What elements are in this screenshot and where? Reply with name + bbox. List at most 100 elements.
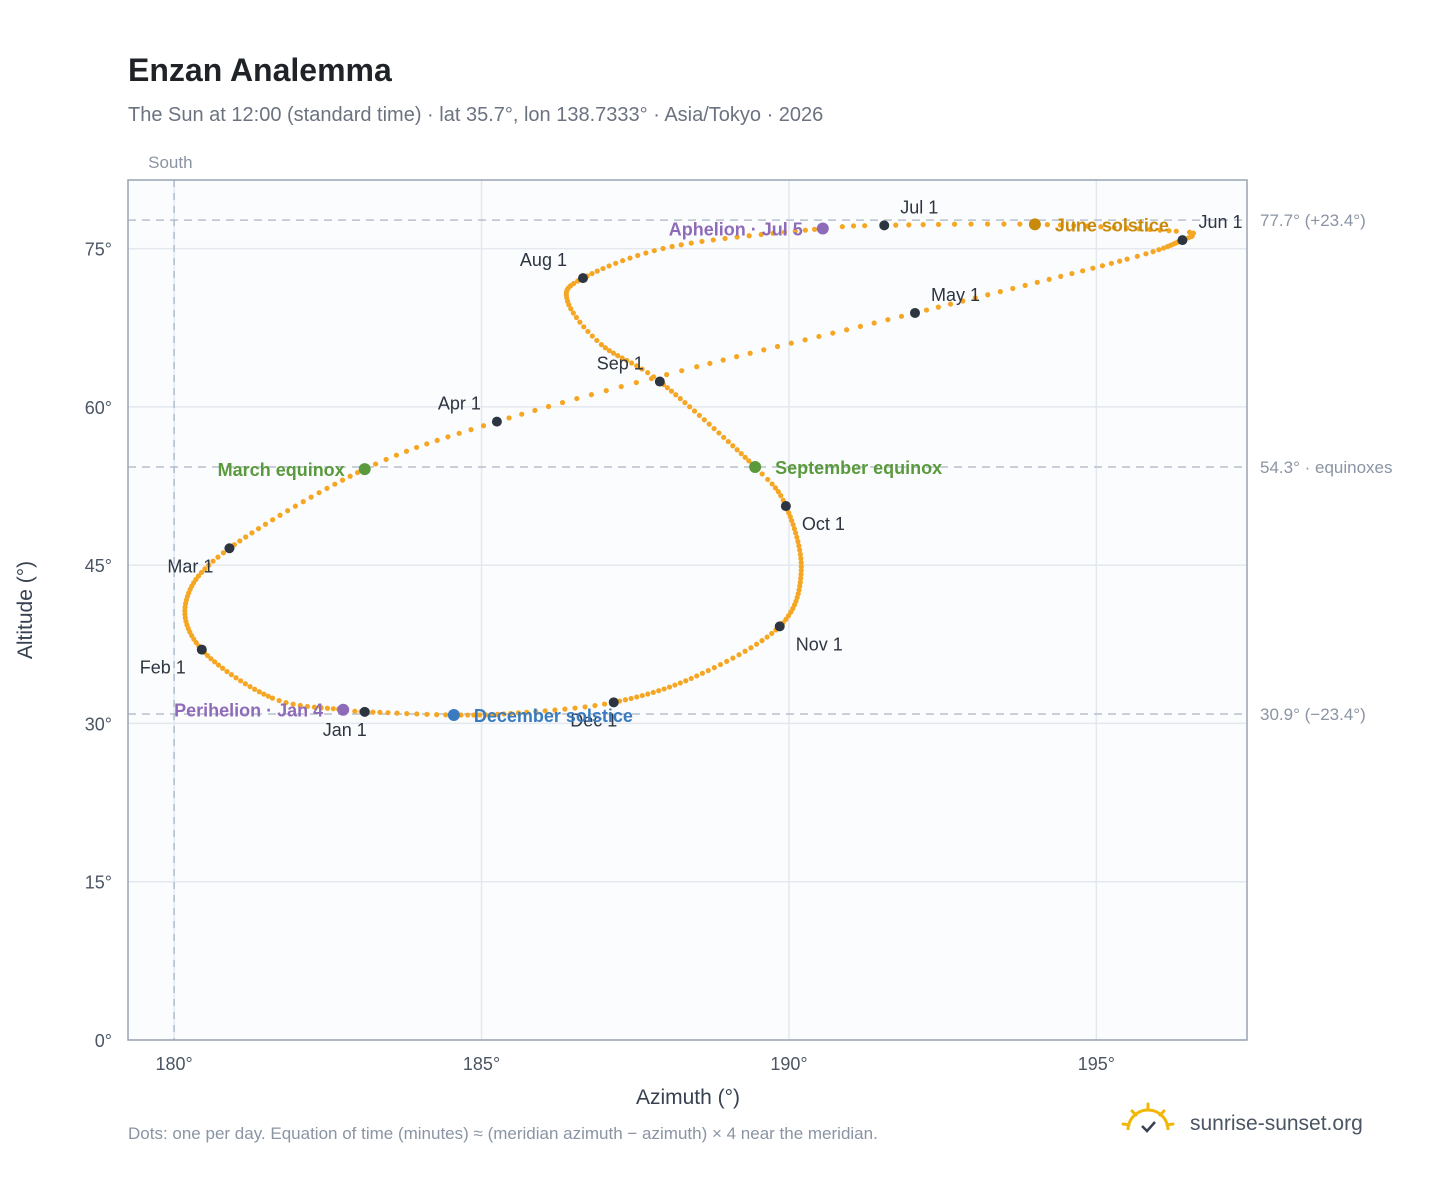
- daily-dot: [629, 360, 635, 366]
- daily-dot: [252, 686, 258, 692]
- daily-dot: [764, 634, 770, 640]
- x-tick-label: 195°: [1078, 1054, 1115, 1074]
- daily-dot: [285, 508, 291, 514]
- daily-dot: [330, 706, 336, 712]
- daily-dot: [678, 242, 684, 248]
- daily-dot: [793, 530, 799, 536]
- daily-dot: [798, 567, 804, 574]
- daily-dot: [792, 228, 798, 234]
- daily-dot: [668, 388, 675, 394]
- daily-dot: [635, 252, 641, 259]
- month-marker-label: Dec 1: [570, 710, 617, 730]
- daily-dot: [645, 370, 651, 376]
- sun-check-icon: [1121, 1102, 1175, 1133]
- daily-dot: [711, 665, 717, 671]
- daily-dot: [228, 672, 235, 678]
- daily-dot: [577, 319, 583, 325]
- daily-dot: [679, 368, 685, 374]
- daily-dot: [1108, 260, 1115, 266]
- daily-dot: [812, 226, 818, 232]
- daily-dot: [618, 383, 624, 390]
- daily-dot: [711, 425, 717, 432]
- daily-dot: [589, 333, 595, 339]
- daily-dot: [542, 708, 548, 714]
- event-markers: March equinox September equinox June solst…: [174, 215, 1169, 726]
- daily-dot: [276, 697, 282, 704]
- brand-name: sunrise-sunset.org: [1190, 1112, 1363, 1135]
- daily-dot: [1150, 249, 1156, 255]
- daily-dot: [769, 630, 775, 637]
- daily-dot: [393, 452, 399, 458]
- daily-dot: [742, 454, 748, 460]
- daily-dot: [778, 493, 784, 499]
- daily-dot: [249, 530, 255, 536]
- daily-dot: [797, 579, 803, 585]
- daily-dot: [385, 710, 391, 716]
- daily-dot: [1010, 285, 1016, 292]
- daily-dot: [696, 412, 702, 418]
- month-marker-dot: [491, 416, 502, 427]
- x-axis-label: Azimuth (°): [636, 1086, 740, 1109]
- daily-dot: [233, 675, 239, 681]
- month-marker-dot: [359, 706, 370, 717]
- month-marker-label: Aug 1: [520, 250, 567, 270]
- daily-dot: [885, 317, 891, 323]
- daily-dot: [660, 245, 666, 252]
- daily-dot: [871, 320, 877, 326]
- daily-dot: [582, 704, 588, 710]
- daily-dot: [705, 667, 711, 674]
- daily-dot: [985, 292, 991, 298]
- daily-dot: [775, 489, 781, 495]
- daily-dot: [1090, 265, 1096, 271]
- daily-dot: [594, 337, 600, 344]
- daily-dot: [1034, 279, 1040, 285]
- daily-dot: [477, 712, 483, 718]
- daily-dot: [746, 233, 752, 239]
- daily-dot: [458, 712, 464, 718]
- month-marker-label: Jun 1: [1198, 212, 1242, 232]
- page-subtitle: The Sun at 12:00 (standard time) · lat 3…: [128, 104, 824, 126]
- daily-dot: [532, 407, 538, 413]
- daily-dot: [1044, 222, 1050, 228]
- daily-dot: [748, 645, 754, 651]
- daily-dot: [332, 481, 338, 487]
- daily-dot: [802, 227, 808, 233]
- daily-dot: [733, 354, 740, 360]
- daily-dot: [765, 476, 771, 483]
- daily-dot: [552, 707, 558, 713]
- month-marker-dot: [879, 220, 890, 231]
- daily-dot: [664, 385, 670, 391]
- daily-dot: [316, 490, 322, 496]
- daily-dot: [898, 313, 905, 319]
- daily-dot: [688, 240, 694, 246]
- daily-dot: [202, 566, 208, 572]
- daily-dot: [1001, 221, 1007, 227]
- daily-dot: [1173, 228, 1179, 234]
- meridian-label: South: [148, 153, 192, 172]
- daily-dot: [839, 224, 845, 230]
- brand-logo[interactable]: sunrise-sunset.org: [1120, 1102, 1400, 1142]
- event-marker-label: Aphelion · Jul 5: [669, 220, 803, 240]
- event-marker-label: March equinox: [218, 460, 345, 480]
- daily-dot: [724, 658, 730, 664]
- daily-dot: [311, 704, 317, 710]
- daily-dot: [730, 655, 736, 661]
- daily-dot: [568, 306, 574, 312]
- daily-dot: [573, 314, 580, 321]
- daily-dot: [255, 525, 262, 532]
- daily-dot: [816, 333, 822, 340]
- daily-dot: [694, 673, 700, 679]
- daily-dot: [1166, 228, 1172, 234]
- daily-dot: [798, 571, 804, 578]
- daily-dot: [717, 661, 724, 668]
- daily-dot: [893, 222, 899, 228]
- daily-dot: [324, 485, 330, 491]
- daily-dot: [862, 223, 868, 229]
- daily-dot: [574, 395, 580, 402]
- event-marker-dot: [749, 461, 762, 474]
- daily-dot: [706, 421, 712, 427]
- daily-dot: [224, 668, 230, 675]
- daily-dot: [923, 307, 930, 313]
- daily-dot: [633, 379, 639, 386]
